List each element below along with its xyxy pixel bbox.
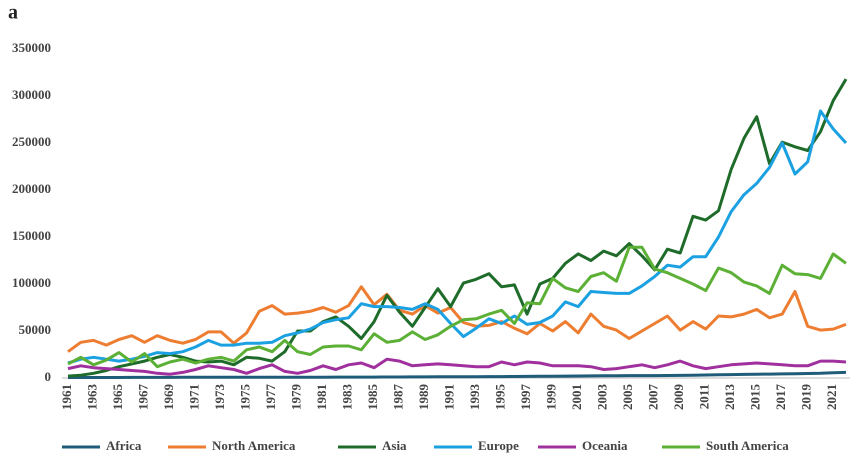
x-tick-label: 2021 bbox=[824, 384, 839, 410]
series-line bbox=[67, 109, 848, 365]
series-line bbox=[67, 357, 847, 376]
x-tick-label: 1983 bbox=[340, 384, 355, 411]
x-tick-label: 2003 bbox=[595, 384, 610, 411]
x-tick-label: 2019 bbox=[799, 384, 814, 411]
x-tick-label: 2007 bbox=[646, 384, 661, 411]
y-tick-label: 100000 bbox=[12, 275, 51, 290]
x-tick-label: 1991 bbox=[442, 384, 457, 410]
x-tick-label: 1995 bbox=[493, 384, 508, 411]
x-tick-label: 2005 bbox=[620, 384, 635, 411]
x-tick-label: 1979 bbox=[289, 384, 304, 411]
series-line bbox=[68, 370, 847, 379]
x-tick-label: 1999 bbox=[544, 384, 559, 411]
series-line bbox=[67, 245, 847, 369]
x-tick-label: 1973 bbox=[212, 384, 227, 411]
legend-label: Africa bbox=[106, 438, 142, 453]
y-tick-label: 0 bbox=[45, 369, 52, 384]
x-tick-label: 1965 bbox=[110, 384, 125, 411]
x-tick-label: 1987 bbox=[391, 384, 406, 411]
legend-label: Oceania bbox=[582, 438, 628, 453]
chart-title: a bbox=[8, 2, 18, 24]
x-tick-label: 2013 bbox=[722, 384, 737, 411]
x-tick-label: 1961 bbox=[59, 384, 74, 410]
x-tick-label: 1993 bbox=[467, 384, 482, 411]
y-tick-label: 150000 bbox=[12, 228, 51, 243]
x-tick-label: 2015 bbox=[748, 384, 763, 411]
x-tick-label: 2001 bbox=[569, 384, 584, 410]
x-tick-label: 2017 bbox=[773, 384, 788, 411]
x-tick-label: 2011 bbox=[697, 384, 712, 409]
legend-label: South America bbox=[706, 438, 789, 453]
x-tick-label: 1981 bbox=[314, 384, 329, 410]
series-line bbox=[67, 285, 847, 353]
y-tick-label: 200000 bbox=[12, 181, 51, 196]
x-tick-label: 1971 bbox=[187, 384, 202, 410]
x-tick-label: 2009 bbox=[671, 384, 686, 411]
x-tick-label: 1963 bbox=[84, 384, 99, 411]
x-tick-label: 1989 bbox=[416, 384, 431, 411]
y-tick-label: 350000 bbox=[12, 40, 51, 55]
y-tick-label: 50000 bbox=[19, 322, 52, 337]
y-tick-label: 300000 bbox=[12, 87, 51, 102]
y-tick-label: 250000 bbox=[12, 134, 51, 149]
legend-label: North America bbox=[212, 438, 296, 453]
legend-label: Europe bbox=[478, 438, 519, 453]
x-tick-label: 1985 bbox=[365, 384, 380, 411]
x-tick-label: 1997 bbox=[518, 384, 533, 411]
legend-label: Asia bbox=[382, 438, 407, 453]
x-tick-label: 1969 bbox=[161, 384, 176, 411]
x-tick-label: 1977 bbox=[263, 384, 278, 411]
x-tick-label: 1975 bbox=[238, 384, 253, 411]
x-tick-label: 1967 bbox=[136, 384, 151, 411]
